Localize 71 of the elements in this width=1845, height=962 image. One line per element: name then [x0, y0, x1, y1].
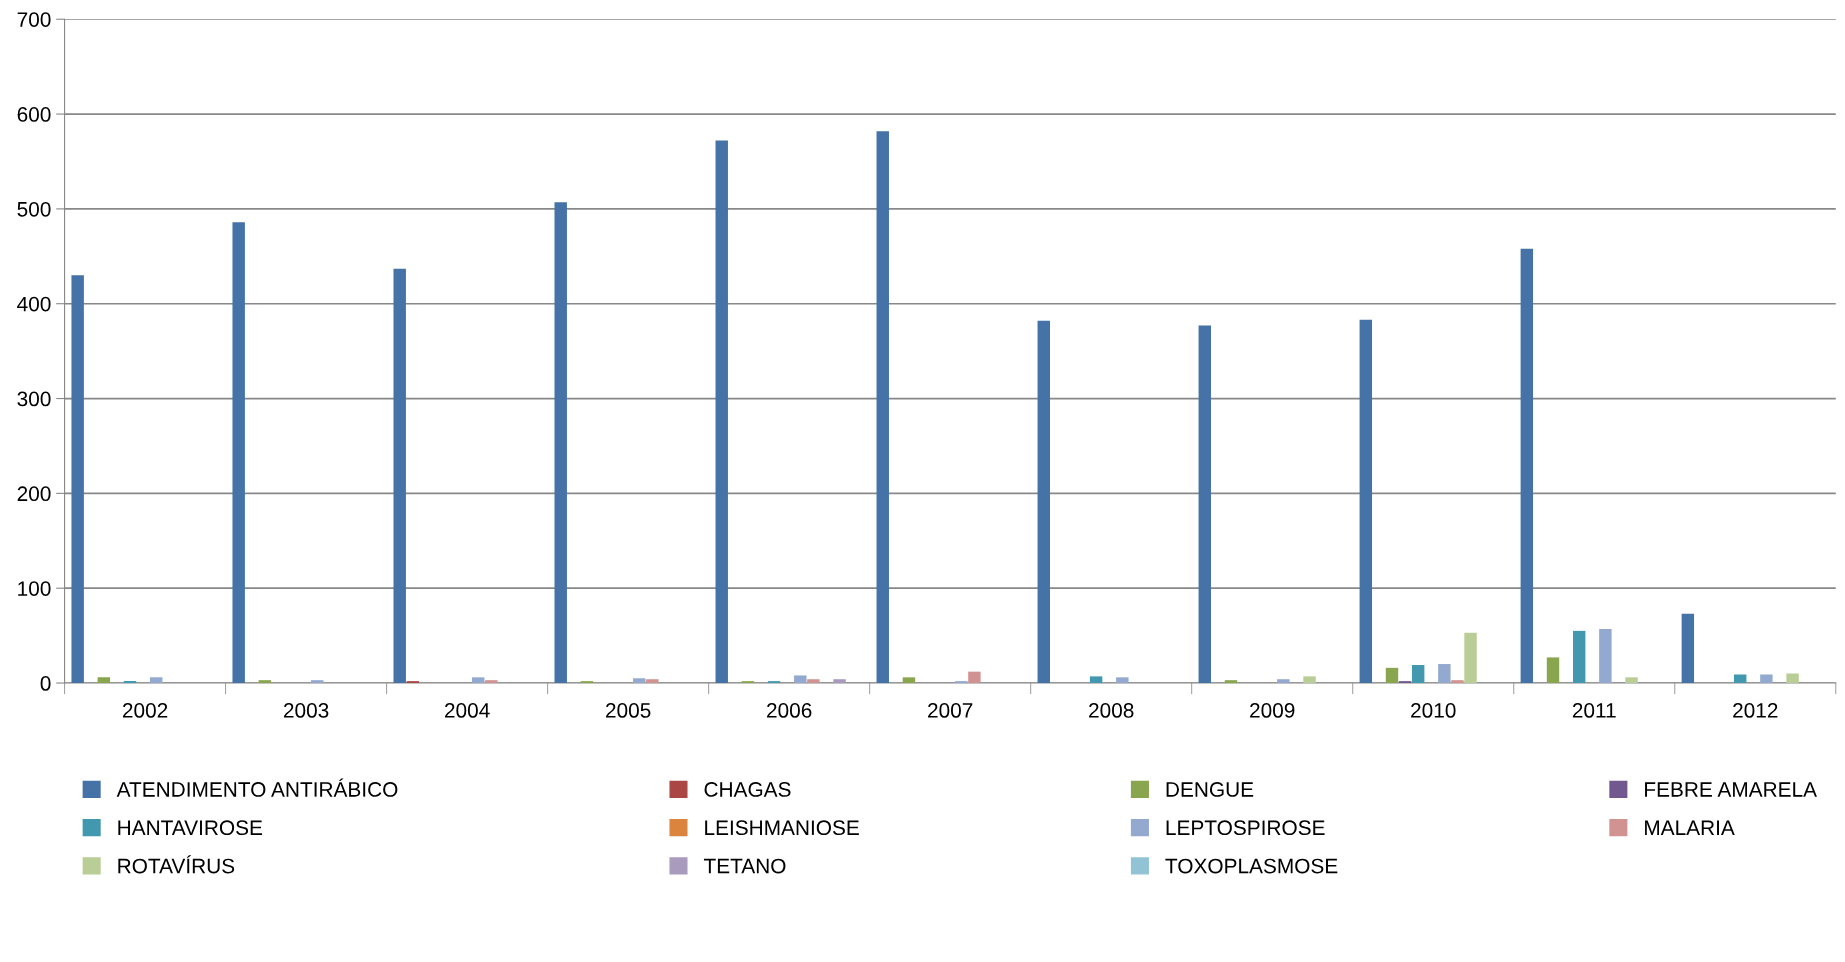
bar	[1546, 657, 1560, 684]
bar	[633, 678, 646, 684]
bar	[1625, 677, 1638, 684]
legend-label: ATENDIMENTO ANTIRÁBICO	[116, 778, 398, 797]
bar	[1451, 680, 1464, 684]
bar	[1037, 320, 1050, 684]
bar	[1198, 325, 1212, 684]
x-tick-label: 2003	[283, 703, 329, 718]
legend-label: ROTAVÍRUS	[118, 855, 235, 874]
legend-label: TETANO	[703, 858, 786, 874]
legend-label: LEPTOSPIROSE	[1166, 820, 1325, 836]
legend-label: CHAGAS	[704, 782, 791, 797]
x-tick-label: 2006	[767, 703, 812, 718]
legend-label: LEISHMANIOSE	[705, 820, 859, 836]
bar	[1599, 628, 1612, 684]
bar	[393, 268, 406, 684]
bar	[968, 671, 981, 684]
bar	[554, 202, 567, 684]
bar	[1733, 674, 1747, 684]
bar	[1116, 677, 1129, 684]
bar	[902, 677, 916, 684]
bar	[232, 222, 245, 684]
legend-label: MALARIA	[1645, 820, 1735, 835]
x-tick-label: 2002	[122, 703, 168, 718]
bar	[1303, 676, 1316, 684]
y-tick-label: 500	[17, 201, 51, 217]
bar	[1359, 319, 1373, 684]
bar	[472, 677, 485, 684]
bar	[794, 675, 807, 684]
x-tick-label: 2011	[1572, 703, 1616, 718]
x-tick-label: 2005	[606, 703, 651, 718]
bar	[1089, 676, 1103, 684]
legend-label: FEBRE AMARELA	[1645, 782, 1817, 797]
bar	[311, 680, 324, 684]
bar	[71, 275, 84, 684]
bar	[1277, 679, 1290, 684]
bar	[646, 679, 659, 684]
bar	[1681, 613, 1695, 684]
y-tick-label: 200	[17, 486, 51, 502]
x-tick-label: 2007	[928, 703, 973, 718]
bar	[807, 679, 820, 684]
bar	[1224, 680, 1238, 684]
x-tick-label: 2008	[1089, 703, 1134, 718]
bar	[833, 679, 846, 684]
y-tick-label: 100	[18, 581, 51, 596]
bar	[485, 680, 498, 684]
bar	[1385, 667, 1399, 684]
bar	[1411, 665, 1425, 684]
bar	[97, 677, 111, 684]
y-tick-label: 400	[17, 296, 51, 312]
x-tick-label: 2004	[445, 703, 490, 718]
bar	[258, 680, 272, 684]
x-tick-label: 2010	[1411, 703, 1456, 718]
bar	[1786, 673, 1799, 684]
legend-label: DENGUE	[1166, 782, 1254, 797]
x-tick-label: 2009	[1250, 703, 1295, 718]
y-tick-label: 0	[40, 676, 51, 691]
bar	[149, 677, 163, 684]
bar	[1572, 630, 1586, 684]
bar	[876, 131, 889, 684]
legend-label: TOXOPLASMOSE	[1165, 858, 1338, 874]
bar	[1464, 632, 1477, 684]
bar	[1438, 664, 1451, 684]
y-tick-label: 300	[17, 391, 51, 407]
legend-label: HANTAVIROSE	[118, 820, 263, 836]
bar	[1520, 248, 1534, 684]
bar	[1760, 674, 1773, 684]
bar	[715, 140, 728, 684]
y-tick-label: 600	[17, 107, 51, 122]
x-tick-label: 2012	[1733, 703, 1778, 718]
y-tick-label: 700	[17, 12, 51, 27]
